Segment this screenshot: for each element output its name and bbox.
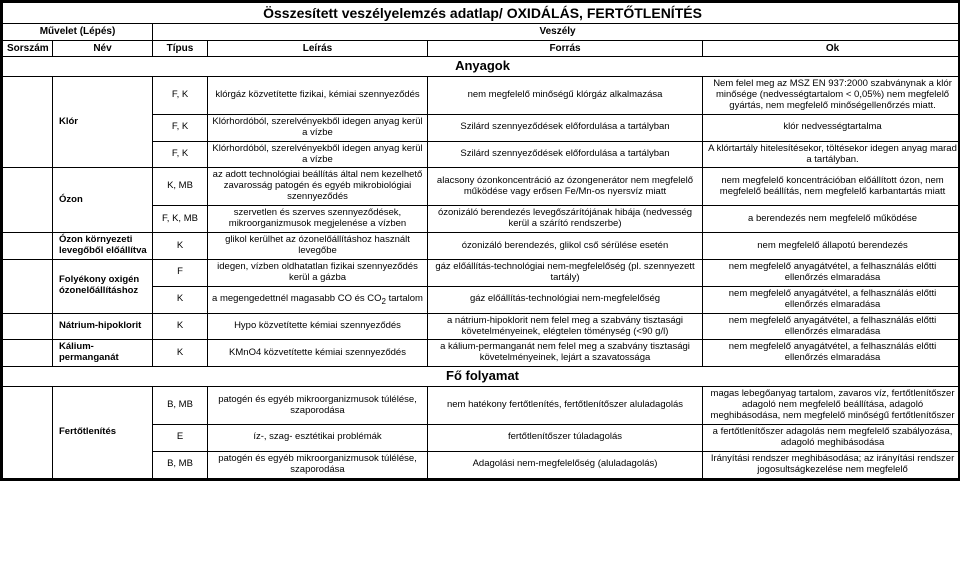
row-kperm: Kálium-permanganát (53, 340, 153, 367)
forras: gáz előállítás-technológiai nem-megfelel… (428, 259, 703, 286)
forras: Adagolási nem-megfelelőség (aluladagolás… (428, 451, 703, 478)
row-klor: Klór (53, 77, 153, 168)
leiras: Hypo közvetítette kémiai szennyeződés (208, 313, 428, 340)
leiras: patogén és egyéb mikroorganizmusok túlél… (208, 387, 428, 425)
row-nahipo: Nátrium-hipoklorit (53, 313, 153, 340)
leiras: glikol kerülhet az ózonelőállításhoz has… (208, 233, 428, 260)
cell-sorszam (3, 77, 53, 168)
ok: nem megfelelő anyagátvétel, a felhasznál… (703, 259, 960, 286)
row-folyoxi: Folyékony oxigén ózonelőállításhoz (53, 259, 153, 313)
tip: F (153, 259, 208, 286)
cell-sorszam (3, 233, 53, 260)
forras: a nátrium-hipoklorit nem felel meg a sza… (428, 313, 703, 340)
leiras: Klórhordóból, szerelvényekből idegen any… (208, 141, 428, 168)
leiras: szervetlen és szerves szennyeződések, mi… (208, 206, 428, 233)
row-ozonkorny: Ózon környezeti levegőből előállítva (53, 233, 153, 260)
tip: K, MB (153, 168, 208, 206)
ok: A klórtartály hitelesítésekor, töltéseko… (703, 141, 960, 168)
ok: a fertőtlenítőszer adagolás nem megfelel… (703, 425, 960, 452)
tip: K (153, 286, 208, 313)
cell-sorszam (3, 313, 53, 340)
ok: nem megfelelő állapotú berendezés (703, 233, 960, 260)
forras: fertőtlenítőszer túladagolás (428, 425, 703, 452)
page-title: Összesített veszélyelemzés adatlap/ OXID… (3, 3, 960, 24)
hdr-ok: Ok (703, 40, 960, 57)
hdr-leiras: Leírás (208, 40, 428, 57)
ok: nem megfelelő anyagátvétel, a felhasznál… (703, 313, 960, 340)
tip: F, K (153, 141, 208, 168)
leiras: a megengedettnél magasabb CO és CO2 tart… (208, 286, 428, 313)
tip: B, MB (153, 451, 208, 478)
leiras: íz-, szag- esztétikai problémák (208, 425, 428, 452)
cell-sorszam (3, 340, 53, 367)
forras: Szilárd szennyeződések előfordulása a ta… (428, 114, 703, 141)
forras: ózonizáló berendezés, glikol cső sérülés… (428, 233, 703, 260)
ok: a berendezés nem megfelelő működése (703, 206, 960, 233)
tip: B, MB (153, 387, 208, 425)
ok: klór nedvességtartalma (703, 114, 960, 141)
cell-sorszam (3, 259, 53, 313)
forras: nem hatékony fertőtlenítés, fertőtlenítő… (428, 387, 703, 425)
tip: E (153, 425, 208, 452)
ok: nem megfelelő koncentrációban előállítot… (703, 168, 960, 206)
tip: F, K (153, 114, 208, 141)
ok: magas lebegőanyag tartalom, zavaros víz,… (703, 387, 960, 425)
hdr-nev: Név (53, 40, 153, 57)
tip: F, K (153, 77, 208, 115)
forras: ózonizáló berendezés levegőszárítójának … (428, 206, 703, 233)
tip: F, K, MB (153, 206, 208, 233)
ok: nem megfelelő anyagátvétel, a felhasznál… (703, 340, 960, 367)
leiras: patogén és egyéb mikroorganizmusok túlél… (208, 451, 428, 478)
leiras: KMnO4 közvetítette kémiai szennyeződés (208, 340, 428, 367)
forras: Szilárd szennyeződések előfordulása a ta… (428, 141, 703, 168)
section-fofolyamat: Fő folyamat (3, 367, 960, 387)
tip: K (153, 233, 208, 260)
hazard-datasheet: Összesített veszélyelemzés adatlap/ OXID… (0, 0, 960, 481)
ok: nem megfelelő anyagátvétel, a felhasznál… (703, 286, 960, 313)
row-ozon: Ózon (53, 168, 153, 233)
cell-sorszam (3, 387, 53, 478)
leiras: idegen, vízben oldhatatlan fizikai szenn… (208, 259, 428, 286)
txt: tartalom (386, 293, 423, 304)
hdr-forras: Forrás (428, 40, 703, 57)
hdr-veszely: Veszély (153, 24, 960, 41)
txt: a megengedettnél magasabb CO és CO (212, 293, 382, 304)
tip: K (153, 313, 208, 340)
leiras: az adott technológiai beállítás által ne… (208, 168, 428, 206)
forras: alacsony ózonkoncentráció az ózongenerát… (428, 168, 703, 206)
forras: a kálium-permanganát nem felel meg a sza… (428, 340, 703, 367)
hdr-tipus: Típus (153, 40, 208, 57)
forras: gáz előállítás-technológiai nem-megfelel… (428, 286, 703, 313)
hdr-muvelet: Művelet (Lépés) (3, 24, 153, 41)
ok: Irányítási rendszer meghibásodása; az ir… (703, 451, 960, 478)
leiras: klórgáz közvetítette fizikai, kémiai sze… (208, 77, 428, 115)
hdr-sor: Sorszám (3, 40, 53, 57)
row-ferto: Fertőtlenítés (53, 387, 153, 478)
leiras: Klórhordóból, szerelvényekből idegen any… (208, 114, 428, 141)
tip: K (153, 340, 208, 367)
forras: nem megfelelő minőségű klórgáz alkalmazá… (428, 77, 703, 115)
hazard-table: Összesített veszélyelemzés adatlap/ OXID… (2, 2, 960, 479)
ok: Nem felel meg az MSZ EN 937:2000 szabván… (703, 77, 960, 115)
cell-sorszam (3, 168, 53, 233)
section-anyagok: Anyagok (3, 57, 960, 77)
